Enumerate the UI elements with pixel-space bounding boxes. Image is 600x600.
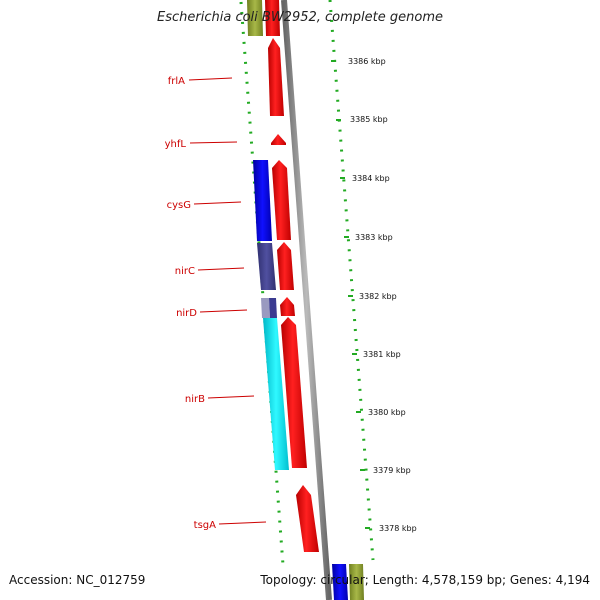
frlA-leader [188, 77, 233, 81]
scale-label-3378: 3378 kbp [379, 524, 417, 533]
nirD-leader [199, 309, 248, 313]
gene-label-cysG: cysG [167, 200, 191, 211]
scale-label-3382: 3382 kbp [359, 292, 397, 301]
gene-label-nirB: nirB [185, 394, 205, 405]
nirB-red-gene [281, 317, 307, 468]
cysG-leader [193, 201, 242, 205]
tsgA-gene [296, 485, 319, 552]
scale-major-ticks [331, 60, 370, 529]
tsgA-leader [218, 521, 267, 525]
gene-label-yhfL: yhfL [165, 139, 187, 150]
scale-label-3386: 3386 kbp [348, 57, 386, 66]
yhfL-gene [271, 134, 286, 145]
nirD-blue-feature [269, 298, 277, 318]
top-olive-feature [247, 0, 263, 36]
frlA-gene [268, 38, 284, 116]
nirD-red-gene [280, 297, 295, 316]
scale-label-3380: 3380 kbp [368, 408, 406, 417]
scale-label-3384: 3384 kbp [352, 174, 390, 183]
cysG-blue-feature [253, 160, 272, 241]
scale-label-3381: 3381 kbp [363, 350, 401, 359]
top-red-feature [265, 0, 280, 36]
scale-label-3385: 3385 kbp [350, 115, 388, 124]
nirC-leader [197, 267, 245, 271]
nirB-leader [207, 395, 255, 399]
nirC-purple-feature [257, 243, 276, 290]
genome-backbone [281, 0, 332, 600]
gene-label-nirD: nirD [176, 308, 197, 319]
bottom-blue-feature [332, 564, 348, 600]
scale-label-3379: 3379 kbp [373, 466, 411, 475]
cysG-red-gene [272, 160, 291, 240]
right-dotted-ring [328, 0, 375, 561]
gene-label-frlA: frlA [168, 76, 185, 87]
gene-label-tsgA: tsgA [194, 520, 216, 531]
gene-label-nirC: nirC [175, 266, 195, 277]
scale-label-3383: 3383 kbp [355, 233, 393, 242]
topology-text: Topology: circular; Length: 4,578,159 bp… [260, 573, 590, 587]
nirB-cyan-feature [263, 318, 289, 470]
nirD-gray-feature [261, 298, 270, 318]
left-dotted-ring [239, 1, 285, 566]
map-title: Escherichia coli BW2952, complete genome [157, 10, 443, 25]
yhfL-leader [189, 141, 238, 144]
accession-text: Accession: NC_012759 [9, 573, 146, 587]
nirC-red-gene [277, 242, 294, 290]
bottom-olive-feature [349, 564, 364, 600]
